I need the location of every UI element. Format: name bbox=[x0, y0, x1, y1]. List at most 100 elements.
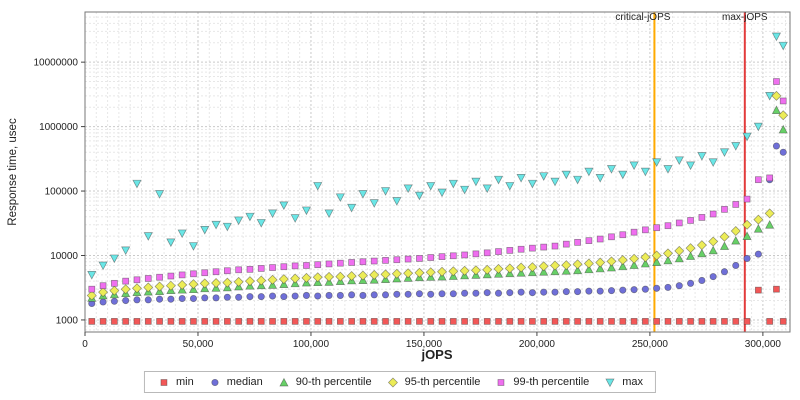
x-tick-label: 200,000 bbox=[519, 339, 556, 350]
data-point bbox=[629, 260, 639, 269]
data-point bbox=[256, 219, 266, 228]
data-point bbox=[144, 296, 152, 304]
data-point bbox=[653, 224, 661, 232]
data-point bbox=[426, 182, 436, 191]
data-point bbox=[608, 233, 615, 241]
data-point bbox=[301, 206, 312, 216]
data-point bbox=[773, 285, 780, 293]
data-point bbox=[449, 252, 457, 260]
data-point bbox=[778, 41, 788, 51]
data-point bbox=[98, 261, 108, 271]
data-point bbox=[120, 284, 131, 295]
data-point bbox=[742, 231, 752, 240]
data-point bbox=[86, 290, 97, 301]
data-point bbox=[596, 235, 604, 243]
data-point bbox=[370, 291, 378, 299]
data-point bbox=[674, 253, 684, 263]
data-point bbox=[392, 197, 402, 206]
data-point bbox=[211, 277, 222, 288]
data-point bbox=[482, 264, 493, 275]
data-points-layer bbox=[86, 32, 789, 325]
data-point bbox=[449, 290, 457, 298]
legend-marker-square-icon bbox=[498, 379, 505, 386]
data-point bbox=[640, 252, 651, 263]
data-point bbox=[662, 248, 673, 259]
series-99-th-percentile bbox=[88, 78, 787, 293]
x-tick-label: 300,000 bbox=[745, 339, 782, 350]
data-point bbox=[178, 294, 186, 303]
data-point bbox=[380, 187, 391, 196]
data-point bbox=[314, 318, 322, 325]
data-point bbox=[393, 256, 401, 264]
data-point bbox=[381, 291, 390, 299]
data-point bbox=[754, 250, 762, 258]
data-point bbox=[495, 318, 502, 325]
data-point bbox=[743, 318, 751, 325]
legend-label: median bbox=[226, 376, 263, 388]
data-point bbox=[291, 292, 299, 300]
data-point bbox=[618, 170, 628, 180]
data-point bbox=[540, 243, 548, 251]
data-point bbox=[156, 318, 163, 325]
data-point bbox=[596, 287, 604, 295]
data-point bbox=[516, 174, 526, 183]
data-point bbox=[190, 318, 197, 325]
data-point bbox=[416, 318, 423, 325]
data-point bbox=[755, 176, 762, 184]
data-point bbox=[651, 250, 662, 261]
data-point bbox=[437, 266, 448, 277]
data-point bbox=[630, 228, 638, 236]
data-point bbox=[619, 231, 627, 239]
data-point bbox=[415, 290, 423, 298]
data-point bbox=[698, 276, 706, 284]
data-point bbox=[573, 265, 583, 275]
data-point bbox=[110, 297, 118, 305]
data-point bbox=[561, 265, 571, 275]
data-point bbox=[291, 262, 299, 270]
data-point bbox=[584, 264, 594, 274]
data-point bbox=[529, 318, 536, 325]
data-point bbox=[448, 266, 459, 277]
data-point bbox=[697, 248, 707, 258]
data-point bbox=[246, 265, 254, 273]
data-point bbox=[606, 165, 617, 174]
data-point bbox=[730, 225, 741, 236]
data-point bbox=[460, 185, 470, 195]
legend-label: 90-th percentile bbox=[295, 376, 372, 388]
data-point bbox=[414, 191, 425, 201]
data-point bbox=[755, 286, 762, 294]
data-point bbox=[766, 318, 774, 325]
data-point bbox=[584, 167, 594, 177]
data-point bbox=[562, 318, 570, 325]
data-point bbox=[596, 318, 604, 325]
data-point bbox=[742, 219, 753, 230]
data-point bbox=[280, 318, 288, 325]
data-point bbox=[403, 268, 414, 279]
legend-item-95-th-percentile: 95-th percentile bbox=[386, 375, 481, 389]
data-point bbox=[143, 232, 153, 241]
legend-item-max: max bbox=[603, 375, 643, 389]
legend-label: 95-th percentile bbox=[404, 376, 481, 388]
data-point bbox=[472, 318, 480, 325]
data-point bbox=[617, 255, 628, 266]
data-point bbox=[731, 142, 741, 151]
data-point bbox=[562, 288, 570, 296]
data-point bbox=[461, 251, 468, 259]
data-point bbox=[766, 174, 774, 182]
response-time-chart: 0 50,000 100,000 150,000 200,000 250,000 300,0… bbox=[7, 11, 791, 362]
data-point bbox=[425, 267, 436, 278]
data-point bbox=[504, 263, 515, 274]
data-point bbox=[427, 290, 435, 298]
data-point bbox=[720, 268, 729, 276]
data-point bbox=[437, 188, 447, 198]
data-point bbox=[188, 242, 199, 251]
data-point bbox=[629, 161, 639, 171]
data-point bbox=[348, 291, 356, 299]
data-point bbox=[664, 283, 672, 291]
data-point bbox=[674, 245, 685, 256]
data-point bbox=[698, 318, 706, 325]
data-point bbox=[404, 255, 412, 263]
data-point bbox=[764, 208, 775, 219]
data-point bbox=[732, 261, 740, 270]
data-point bbox=[234, 216, 244, 226]
